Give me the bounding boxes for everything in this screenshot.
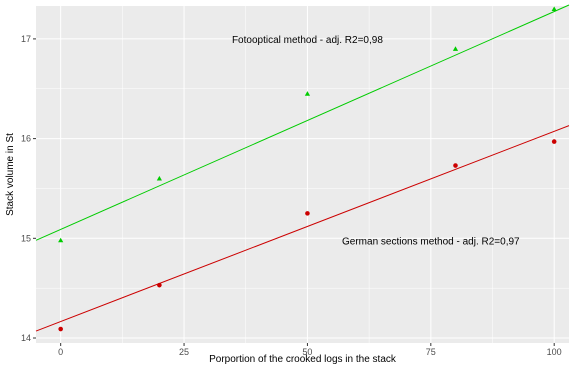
x-tick-label: 25 [179,347,189,357]
annotation-label: Fotooptical method - adj. R2=0,98 [232,35,383,46]
major-gridlines [36,6,569,343]
y-tick-label: 17 [21,34,31,44]
data-point-circle [58,326,63,332]
y-tick-label: 14 [21,333,31,343]
x-axis-title: Porportion of the crooked logs in the st… [209,354,397,365]
y-axis-title: Stack volume in St [5,133,16,216]
data-points [58,6,557,332]
plot-panel [36,6,569,343]
trend-lines [35,4,570,332]
data-point-circle [453,163,458,168]
annotations: Fotooptical method - adj. R2=0,98 German … [232,35,520,247]
data-point-triangle [304,91,311,96]
data-point-circle [157,282,162,288]
data-point-circle [551,139,557,144]
data-point-circle [305,211,310,216]
trend-line [35,4,570,241]
x-tick-label: 0 [58,347,63,357]
data-point-triangle [452,46,459,51]
x-tick-label: 50 [302,347,312,357]
y-axis-ticks: 14 15 16 17 [21,34,36,343]
y-tick-label: 15 [21,233,31,243]
y-tick-label: 16 [21,134,31,144]
minor-gridlines [36,6,569,343]
x-tick-label: 100 [547,347,562,357]
trend-line [35,125,570,332]
annotation-label: German sections method - adj. R2=0,97 [342,236,520,247]
data-point-triangle [58,237,64,243]
data-point-triangle [156,175,162,181]
data-point-triangle [551,6,557,11]
x-tick-label: 75 [426,347,436,357]
x-axis-ticks: 0 25 50 75 100 [58,343,562,357]
